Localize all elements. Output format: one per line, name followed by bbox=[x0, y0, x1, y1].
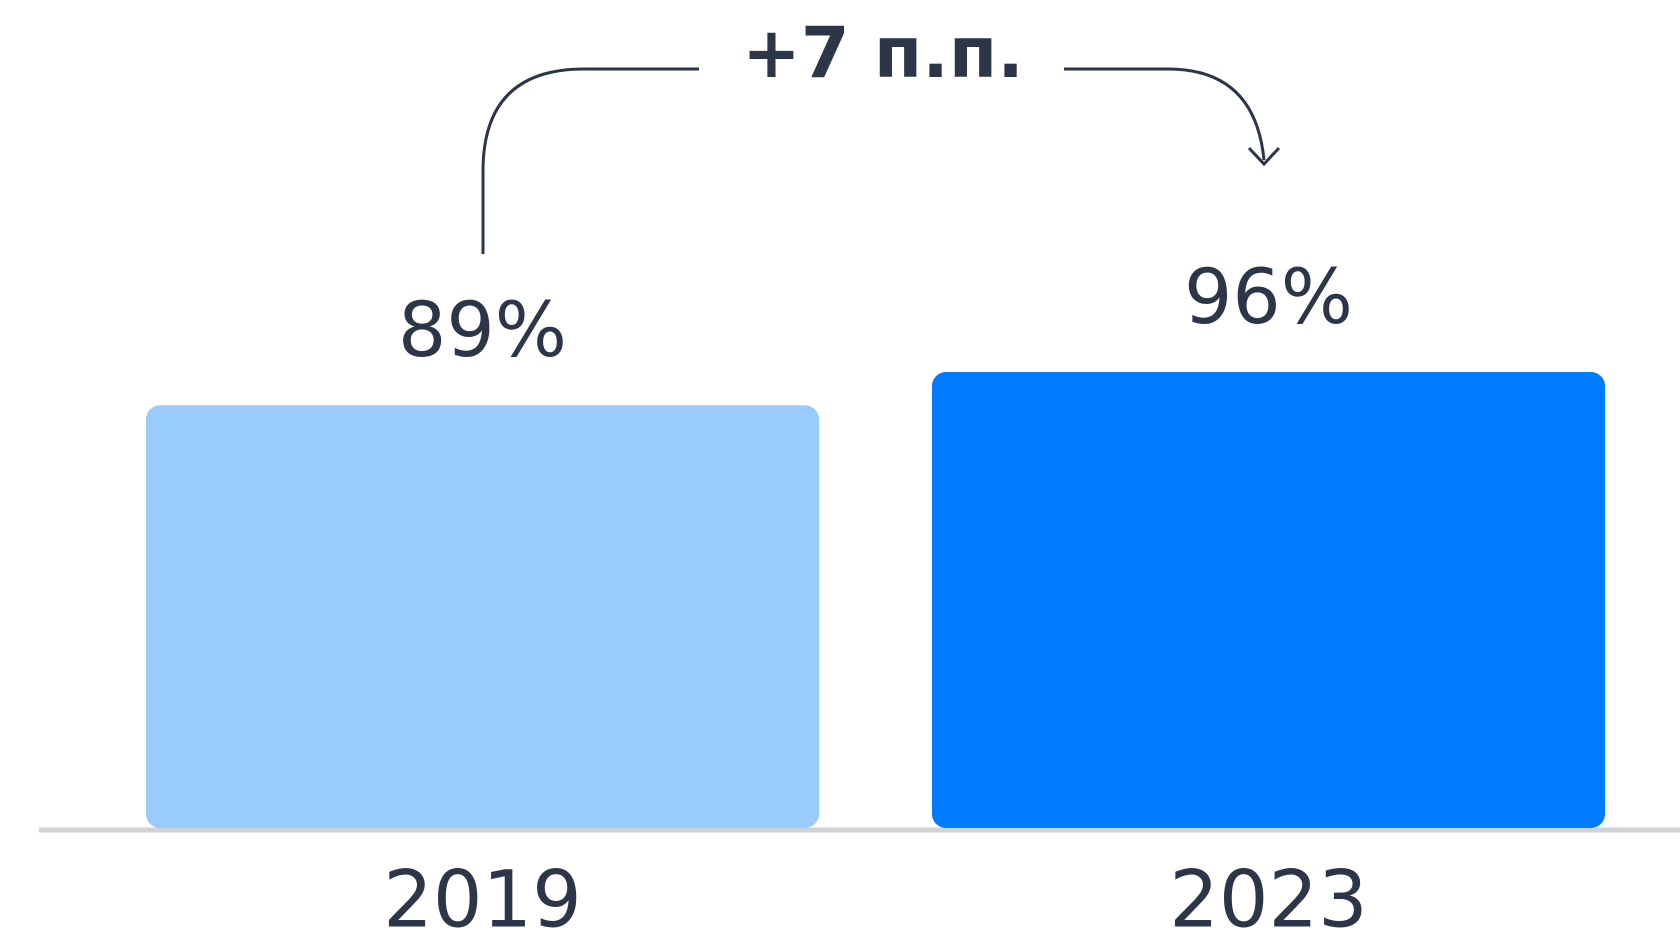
value-label: 89% bbox=[398, 285, 567, 374]
x-tick-label: 2023 bbox=[1169, 855, 1368, 933]
annotation: +7 п.п. bbox=[742, 12, 1024, 94]
bar bbox=[146, 405, 819, 828]
change-arrow bbox=[1064, 67, 1281, 167]
bar bbox=[932, 372, 1605, 828]
x-tick-label: 2019 bbox=[383, 855, 582, 933]
value-label: 96% bbox=[1184, 252, 1353, 341]
change-arrow bbox=[481, 67, 699, 254]
